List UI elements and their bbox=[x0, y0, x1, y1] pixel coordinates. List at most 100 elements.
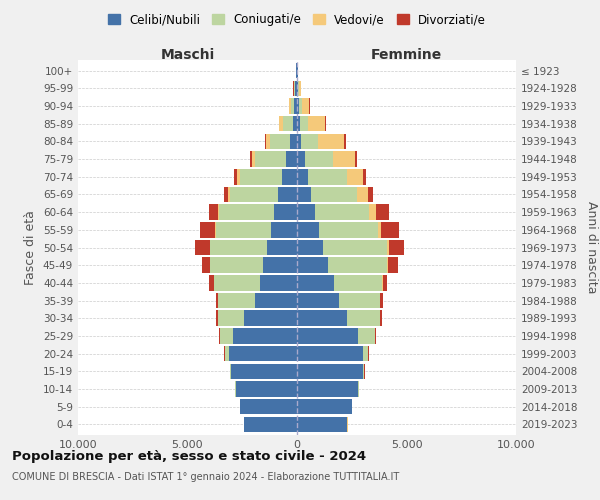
Bar bbox=[362, 364, 364, 379]
Bar bbox=[230, 364, 232, 379]
Bar bbox=[305, 152, 333, 167]
Bar bbox=[375, 328, 376, 344]
Bar bbox=[274, 204, 297, 220]
Bar bbox=[362, 169, 366, 184]
Bar bbox=[216, 222, 271, 238]
Bar bbox=[376, 204, 389, 220]
Bar bbox=[234, 169, 238, 184]
Bar bbox=[225, 346, 229, 362]
Bar bbox=[220, 328, 233, 344]
Bar bbox=[286, 152, 297, 167]
Bar bbox=[195, 240, 210, 256]
Text: Maschi: Maschi bbox=[160, 48, 215, 62]
Y-axis label: Anni di nascita: Anni di nascita bbox=[584, 201, 598, 294]
Bar bbox=[266, 134, 270, 149]
Text: Popolazione per età, sesso e stato civile - 2024: Popolazione per età, sesso e stato civil… bbox=[12, 450, 366, 463]
Bar bbox=[279, 116, 280, 132]
Bar bbox=[244, 310, 297, 326]
Bar bbox=[297, 381, 358, 397]
Bar bbox=[236, 381, 297, 397]
Bar bbox=[357, 186, 368, 202]
Bar bbox=[219, 328, 220, 344]
Bar bbox=[308, 116, 325, 132]
Bar bbox=[294, 98, 297, 114]
Bar bbox=[256, 293, 297, 308]
Bar bbox=[380, 310, 382, 326]
Bar bbox=[216, 310, 218, 326]
Bar bbox=[297, 328, 358, 344]
Bar bbox=[388, 258, 398, 273]
Bar bbox=[297, 222, 319, 238]
Bar bbox=[271, 222, 297, 238]
Bar bbox=[293, 116, 297, 132]
Bar bbox=[325, 116, 326, 132]
Bar bbox=[218, 293, 256, 308]
Bar bbox=[244, 416, 297, 432]
Bar bbox=[389, 240, 404, 256]
Bar bbox=[297, 416, 347, 432]
Bar bbox=[387, 258, 388, 273]
Bar bbox=[387, 240, 389, 256]
Bar bbox=[238, 169, 240, 184]
Bar bbox=[318, 134, 344, 149]
Bar bbox=[362, 346, 368, 362]
Y-axis label: Fasce di età: Fasce di età bbox=[25, 210, 37, 285]
Bar bbox=[297, 293, 338, 308]
Bar bbox=[232, 364, 297, 379]
Bar bbox=[295, 80, 297, 96]
Bar bbox=[283, 116, 293, 132]
Bar bbox=[229, 186, 230, 202]
Bar bbox=[250, 152, 252, 167]
Bar bbox=[211, 258, 263, 273]
Bar bbox=[369, 204, 376, 220]
Bar bbox=[319, 222, 378, 238]
Bar bbox=[265, 134, 266, 149]
Bar bbox=[333, 152, 355, 167]
Bar bbox=[218, 204, 219, 220]
Bar bbox=[263, 258, 297, 273]
Bar bbox=[252, 152, 256, 167]
Legend: Celibi/Nubili, Coniugati/e, Vedovi/e, Divorziati/e: Celibi/Nubili, Coniugati/e, Vedovi/e, Di… bbox=[104, 10, 490, 29]
Bar bbox=[300, 116, 308, 132]
Bar bbox=[334, 275, 382, 290]
Bar bbox=[280, 116, 283, 132]
Bar bbox=[347, 169, 362, 184]
Bar bbox=[294, 80, 295, 96]
Bar bbox=[314, 204, 369, 220]
Bar bbox=[380, 293, 383, 308]
Bar bbox=[302, 98, 310, 114]
Bar bbox=[216, 293, 218, 308]
Bar bbox=[278, 186, 297, 202]
Bar bbox=[297, 186, 311, 202]
Bar bbox=[209, 275, 214, 290]
Bar bbox=[233, 328, 297, 344]
Bar bbox=[297, 310, 347, 326]
Bar bbox=[344, 134, 346, 149]
Bar bbox=[358, 381, 359, 397]
Bar bbox=[281, 169, 297, 184]
Bar bbox=[297, 346, 362, 362]
Bar bbox=[297, 98, 299, 114]
Bar bbox=[297, 240, 323, 256]
Bar bbox=[240, 399, 297, 414]
Bar bbox=[311, 186, 357, 202]
Bar bbox=[268, 240, 297, 256]
Bar bbox=[290, 134, 297, 149]
Bar bbox=[297, 399, 352, 414]
Bar bbox=[323, 240, 387, 256]
Bar bbox=[296, 63, 297, 78]
Bar bbox=[240, 169, 281, 184]
Bar bbox=[301, 134, 318, 149]
Text: Femmine: Femmine bbox=[371, 48, 442, 62]
Bar bbox=[297, 258, 328, 273]
Bar bbox=[368, 186, 373, 202]
Bar bbox=[355, 152, 357, 167]
Text: COMUNE DI BRESCIA - Dati ISTAT 1° gennaio 2024 - Elaborazione TUTTITALIA.IT: COMUNE DI BRESCIA - Dati ISTAT 1° gennai… bbox=[12, 472, 399, 482]
Bar bbox=[202, 258, 210, 273]
Bar bbox=[297, 364, 362, 379]
Bar bbox=[297, 169, 308, 184]
Bar bbox=[270, 134, 290, 149]
Bar bbox=[215, 222, 216, 238]
Bar bbox=[383, 275, 387, 290]
Bar bbox=[230, 186, 278, 202]
